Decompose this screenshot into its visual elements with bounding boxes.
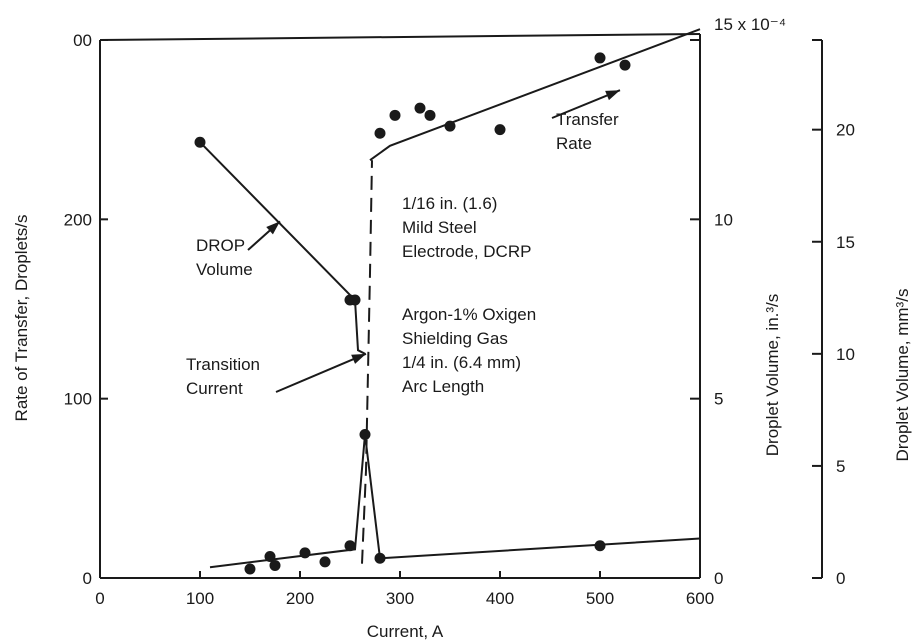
right-in3-tick-label: 5 <box>714 390 723 409</box>
x-tick-label: 400 <box>486 589 514 608</box>
right-mm3-tick-label: 5 <box>836 457 845 476</box>
x-tick-label: 0 <box>95 589 104 608</box>
drop-volume-line <box>199 141 366 355</box>
x-tick-label: 100 <box>186 589 214 608</box>
x-tick-label: 500 <box>586 589 614 608</box>
transfer-rate-high-point <box>594 52 606 64</box>
transition-line <box>361 160 373 564</box>
right-mm3-tick-label: 15 <box>836 233 855 252</box>
left-y-axis: 0 100 200 00 <box>64 31 108 588</box>
x-axis: 0 100 200 300 400 500 600 <box>95 571 714 608</box>
drop-volume-label-line2: Volume <box>196 260 253 279</box>
transfer-rate-label-line1: Transfer <box>556 110 619 129</box>
x-tick-label: 200 <box>286 589 314 608</box>
transfer-rate-high-point <box>374 127 386 139</box>
left-y-tick-label: 00 <box>73 31 92 50</box>
condition-line-6: Shielding Gas <box>402 329 508 348</box>
transfer-rate-high-point <box>414 102 426 114</box>
transition-current-label-line2: Current <box>186 379 243 398</box>
transfer-rate-low-point <box>269 559 281 571</box>
condition-line-8: Arc Length <box>402 377 484 396</box>
drop-volume-arrow-head <box>266 221 280 235</box>
condition-line-1: 1/16 in. (1.6) <box>402 194 497 213</box>
drop-volume-point <box>349 294 361 306</box>
condition-line-3: Electrode, DCRP <box>402 242 531 261</box>
transfer-rate-high-point <box>424 109 436 121</box>
transfer-rate-high-point <box>444 120 456 132</box>
transfer-rate-low-point <box>344 540 356 552</box>
transfer-rate-low-point <box>594 540 606 552</box>
transfer-rate-high-line <box>369 28 701 162</box>
right-y-axis-in3: 0 5 10 15 x 10⁻⁴ <box>690 15 786 588</box>
left-y-tick-label: 200 <box>64 210 92 229</box>
transition-current-arrow-head <box>351 353 366 364</box>
transfer-rate-low-line <box>209 434 701 569</box>
right-in3-tick-label: 0 <box>714 569 723 588</box>
transfer-rate-low-point <box>244 563 256 575</box>
condition-line-5: Argon-1% Oxigen <box>402 305 536 324</box>
right-in3-tick-label: 15 x 10⁻⁴ <box>714 15 786 34</box>
drop-volume-label-line1: DROP <box>196 236 245 255</box>
transfer-rate-high-point <box>619 59 631 71</box>
annotation-arrows <box>247 89 621 393</box>
drop-volume-point <box>194 136 206 148</box>
right-in3-tick-label: 10 <box>714 210 733 229</box>
transition-current-arrow-shaft <box>275 352 367 393</box>
x-tick-label: 300 <box>386 589 414 608</box>
transfer-rate-high-point <box>389 109 401 121</box>
data-points <box>194 52 631 575</box>
left-y-tick-label: 0 <box>83 569 92 588</box>
transfer-rate-low-point <box>374 552 386 564</box>
transfer-rate-arrow-head <box>605 90 620 101</box>
transfer-rate-low-point <box>319 556 331 568</box>
condition-line-7: 1/4 in. (6.4 mm) <box>402 353 521 372</box>
transfer-rate-high-point <box>494 124 506 136</box>
right-y-axis-mm3: 0 5 10 15 20 <box>812 121 855 588</box>
x-axis-title: Current, A <box>367 622 444 641</box>
transition-current-label-line1: Transition <box>186 355 260 374</box>
right-y-axis-in3-title: Droplet Volume, in.³/s <box>763 294 782 457</box>
transfer-rate-low-point <box>264 550 276 562</box>
left-y-tick-label: 100 <box>64 390 92 409</box>
right-mm3-tick-label: 20 <box>836 121 855 140</box>
series-lines <box>199 28 701 569</box>
left-y-axis-title: Rate of Transfer, Droplets/s <box>12 215 31 422</box>
right-mm3-tick-label: 0 <box>836 569 845 588</box>
top-axis-line <box>99 33 701 41</box>
condition-line-2: Mild Steel <box>402 218 477 237</box>
right-mm3-tick-label: 10 <box>836 345 855 364</box>
x-tick-label: 600 <box>686 589 714 608</box>
transfer-rate-low-point <box>359 429 371 441</box>
transfer-rate-label-line2: Rate <box>556 134 592 153</box>
right-y-axis-mm3-title: Droplet Volume, mm³/s <box>893 289 912 462</box>
transfer-rate-low-point <box>299 547 311 559</box>
